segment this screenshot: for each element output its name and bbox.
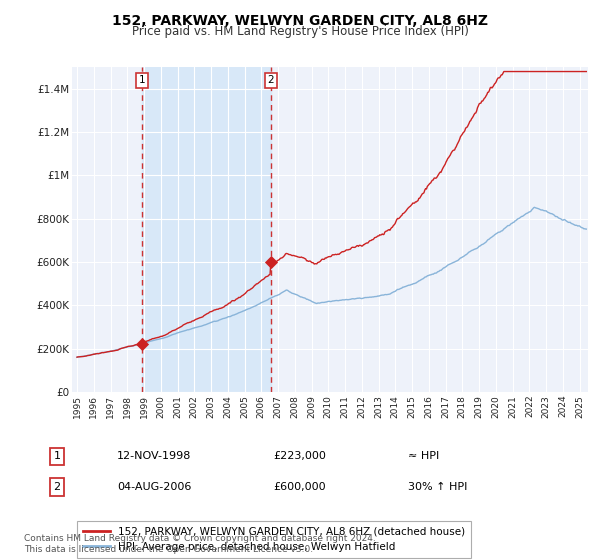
Text: 12-NOV-1998: 12-NOV-1998 <box>117 451 191 461</box>
Point <box>266 258 276 267</box>
Text: 30% ↑ HPI: 30% ↑ HPI <box>408 482 467 492</box>
Text: £223,000: £223,000 <box>273 451 326 461</box>
Legend: 152, PARKWAY, WELWYN GARDEN CITY, AL8 6HZ (detached house), HPI: Average price, : 152, PARKWAY, WELWYN GARDEN CITY, AL8 6H… <box>77 521 471 558</box>
Text: 1: 1 <box>139 75 145 85</box>
Text: 1: 1 <box>53 451 61 461</box>
Text: 2: 2 <box>268 75 274 85</box>
Text: 04-AUG-2006: 04-AUG-2006 <box>117 482 191 492</box>
Text: ≈ HPI: ≈ HPI <box>408 451 439 461</box>
Text: £600,000: £600,000 <box>273 482 326 492</box>
Text: Contains HM Land Registry data © Crown copyright and database right 2024.
This d: Contains HM Land Registry data © Crown c… <box>24 534 376 554</box>
Point <box>137 339 146 348</box>
Text: Price paid vs. HM Land Registry's House Price Index (HPI): Price paid vs. HM Land Registry's House … <box>131 25 469 38</box>
Text: 2: 2 <box>53 482 61 492</box>
Text: 152, PARKWAY, WELWYN GARDEN CITY, AL8 6HZ: 152, PARKWAY, WELWYN GARDEN CITY, AL8 6H… <box>112 14 488 28</box>
Bar <box>142 67 271 392</box>
